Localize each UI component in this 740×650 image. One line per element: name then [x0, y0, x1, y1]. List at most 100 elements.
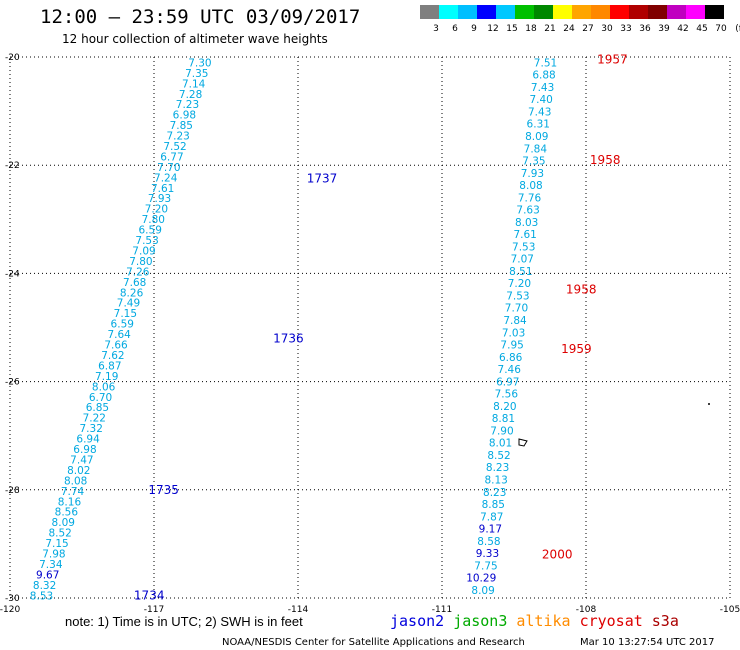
wave-height-label: 9.33: [476, 548, 499, 560]
colorbar-label: (ft): [735, 24, 740, 34]
wave-height-label: 7.03: [502, 327, 525, 339]
colorbar-swatch: [648, 5, 667, 19]
colorbar-label: 36: [639, 24, 651, 34]
colorbar-label: 27: [582, 24, 593, 34]
chart-grid: [10, 57, 730, 598]
y-tick-label: -24: [5, 269, 20, 279]
wave-height-label: 7.90: [490, 425, 513, 437]
wave-height-label: 7.35: [522, 156, 545, 168]
wave-height-label: 7.09: [132, 245, 155, 257]
colorbar-label: 3: [433, 24, 439, 34]
colorbar-label: 24: [563, 24, 575, 34]
frame-border: [9, 56, 731, 599]
colorbar-swatch: [477, 5, 496, 19]
page-subtitle: 12 hour collection of altimeter wave hei…: [62, 32, 328, 46]
time-label: 1957: [597, 53, 628, 67]
wave-height-label: 7.23: [176, 99, 199, 111]
wave-height-label: 6.31: [527, 119, 550, 131]
wave-height-label: 7.95: [500, 340, 523, 352]
wave-height-label: 7.53: [512, 241, 535, 253]
wave-height-label: 6.70: [89, 392, 112, 404]
wave-height-label: 8.52: [48, 528, 71, 540]
wave-height-label: 7.26: [126, 266, 150, 278]
wave-height-label: 7.20: [145, 204, 168, 216]
wave-height-label: 8.09: [525, 131, 548, 143]
wave-height-label: 8.13: [484, 474, 507, 486]
colorbar-label: 33: [620, 24, 631, 34]
colorbar-swatch: [553, 5, 572, 19]
wave-height-label: 6.86: [499, 352, 523, 364]
satellite-legend-item: s3a: [652, 612, 679, 630]
wave-height-label: 7.53: [135, 235, 158, 247]
colorbar-swatch: [705, 5, 724, 19]
satellite-tracks: 7.307.357.147.287.236.987.857.237.526.77…: [30, 53, 628, 603]
time-label: 1736: [273, 331, 304, 345]
colorbar-label: 21: [544, 24, 555, 34]
colorbar-swatch: [439, 5, 458, 19]
wave-height-label: 6.77: [160, 151, 183, 163]
wave-height-label: 8.58: [477, 536, 500, 548]
wave-height-label: 7.19: [95, 371, 118, 383]
wave-height-label: 7.07: [511, 254, 534, 266]
time-label: 1958: [590, 153, 621, 167]
wave-height-label: 7.74: [61, 486, 85, 498]
time-label: 1735: [148, 483, 179, 497]
y-tick-label: -28: [5, 486, 20, 496]
wave-height-label: 7.68: [123, 277, 146, 289]
wave-height-label: 8.16: [58, 496, 82, 508]
footer-timestamp: Mar 10 13:27:54 UTC 2017: [580, 637, 715, 648]
wave-height-label: 7.22: [83, 413, 106, 425]
wave-height-label: 7.43: [528, 106, 551, 118]
y-tick-label: -22: [5, 161, 20, 171]
wave-height-label: 8.03: [515, 217, 538, 229]
wave-height-label: 8.56: [55, 507, 79, 519]
x-tick-label: -111: [432, 605, 452, 615]
wave-height-label: 7.93: [148, 193, 171, 205]
colorbar-swatch: [591, 5, 610, 19]
time-label: 2000: [542, 548, 573, 562]
wave-height-label: 6.97: [496, 376, 519, 388]
wave-height-label: 7.47: [70, 454, 93, 466]
wave-height-label: 7.46: [498, 364, 522, 376]
colorbar-swatch: [667, 5, 686, 19]
colorbar-label: 70: [715, 24, 727, 34]
colorbar-label: 42: [677, 24, 688, 34]
colorbar-swatch: [629, 5, 648, 19]
wave-height-label: 8.08: [64, 475, 87, 487]
wave-height-label: 7.98: [42, 549, 65, 561]
y-tick-label: -20: [5, 53, 20, 63]
wave-height-label: 7.93: [521, 168, 544, 180]
x-tick-label: -120: [0, 605, 20, 615]
wave-height-label: 7.23: [166, 131, 189, 143]
wave-height-label: 7.80: [142, 214, 165, 226]
colorbar-swatch: [686, 5, 705, 19]
wave-height-label: 7.70: [505, 303, 528, 315]
footer: note: 1) Time is in UTC; 2) SWH is in fe…: [65, 612, 715, 648]
y-tick-label: -30: [5, 594, 20, 604]
wave-height-label: 6.98: [173, 110, 196, 122]
wave-height-label: 6.85: [86, 402, 109, 414]
wave-height-label: 7.80: [129, 256, 152, 268]
wave-height-label: 8.51: [509, 266, 532, 278]
wave-height-label: 7.63: [516, 205, 539, 217]
wave-height-label: 6.98: [73, 444, 96, 456]
wave-height-label: 8.08: [519, 180, 542, 192]
track-1: 7.307.357.147.287.236.987.857.237.526.77…: [30, 57, 337, 602]
wave-height-label: 8.02: [67, 465, 90, 477]
colorbar-label: 6: [452, 24, 458, 34]
wave-height-label: 8.52: [487, 450, 510, 462]
wave-height-label: 7.15: [45, 538, 68, 550]
wave-height-label: 8.20: [493, 401, 516, 413]
x-tick-label: -114: [288, 605, 309, 615]
wave-height-label: 7.70: [157, 162, 180, 174]
x-tick-label: -108: [576, 605, 597, 615]
plot-frame: [9, 56, 731, 599]
page-title: 12:00 – 23:59 UTC 03/09/2017: [40, 6, 361, 28]
colorbar-swatch: [420, 5, 439, 19]
wave-height-label: 7.30: [188, 57, 211, 69]
colorbar-swatch: [610, 5, 629, 19]
wave-height-label: 8.85: [482, 499, 505, 511]
wave-height-label: 8.06: [92, 381, 116, 393]
wave-height-label: 7.53: [506, 290, 529, 302]
